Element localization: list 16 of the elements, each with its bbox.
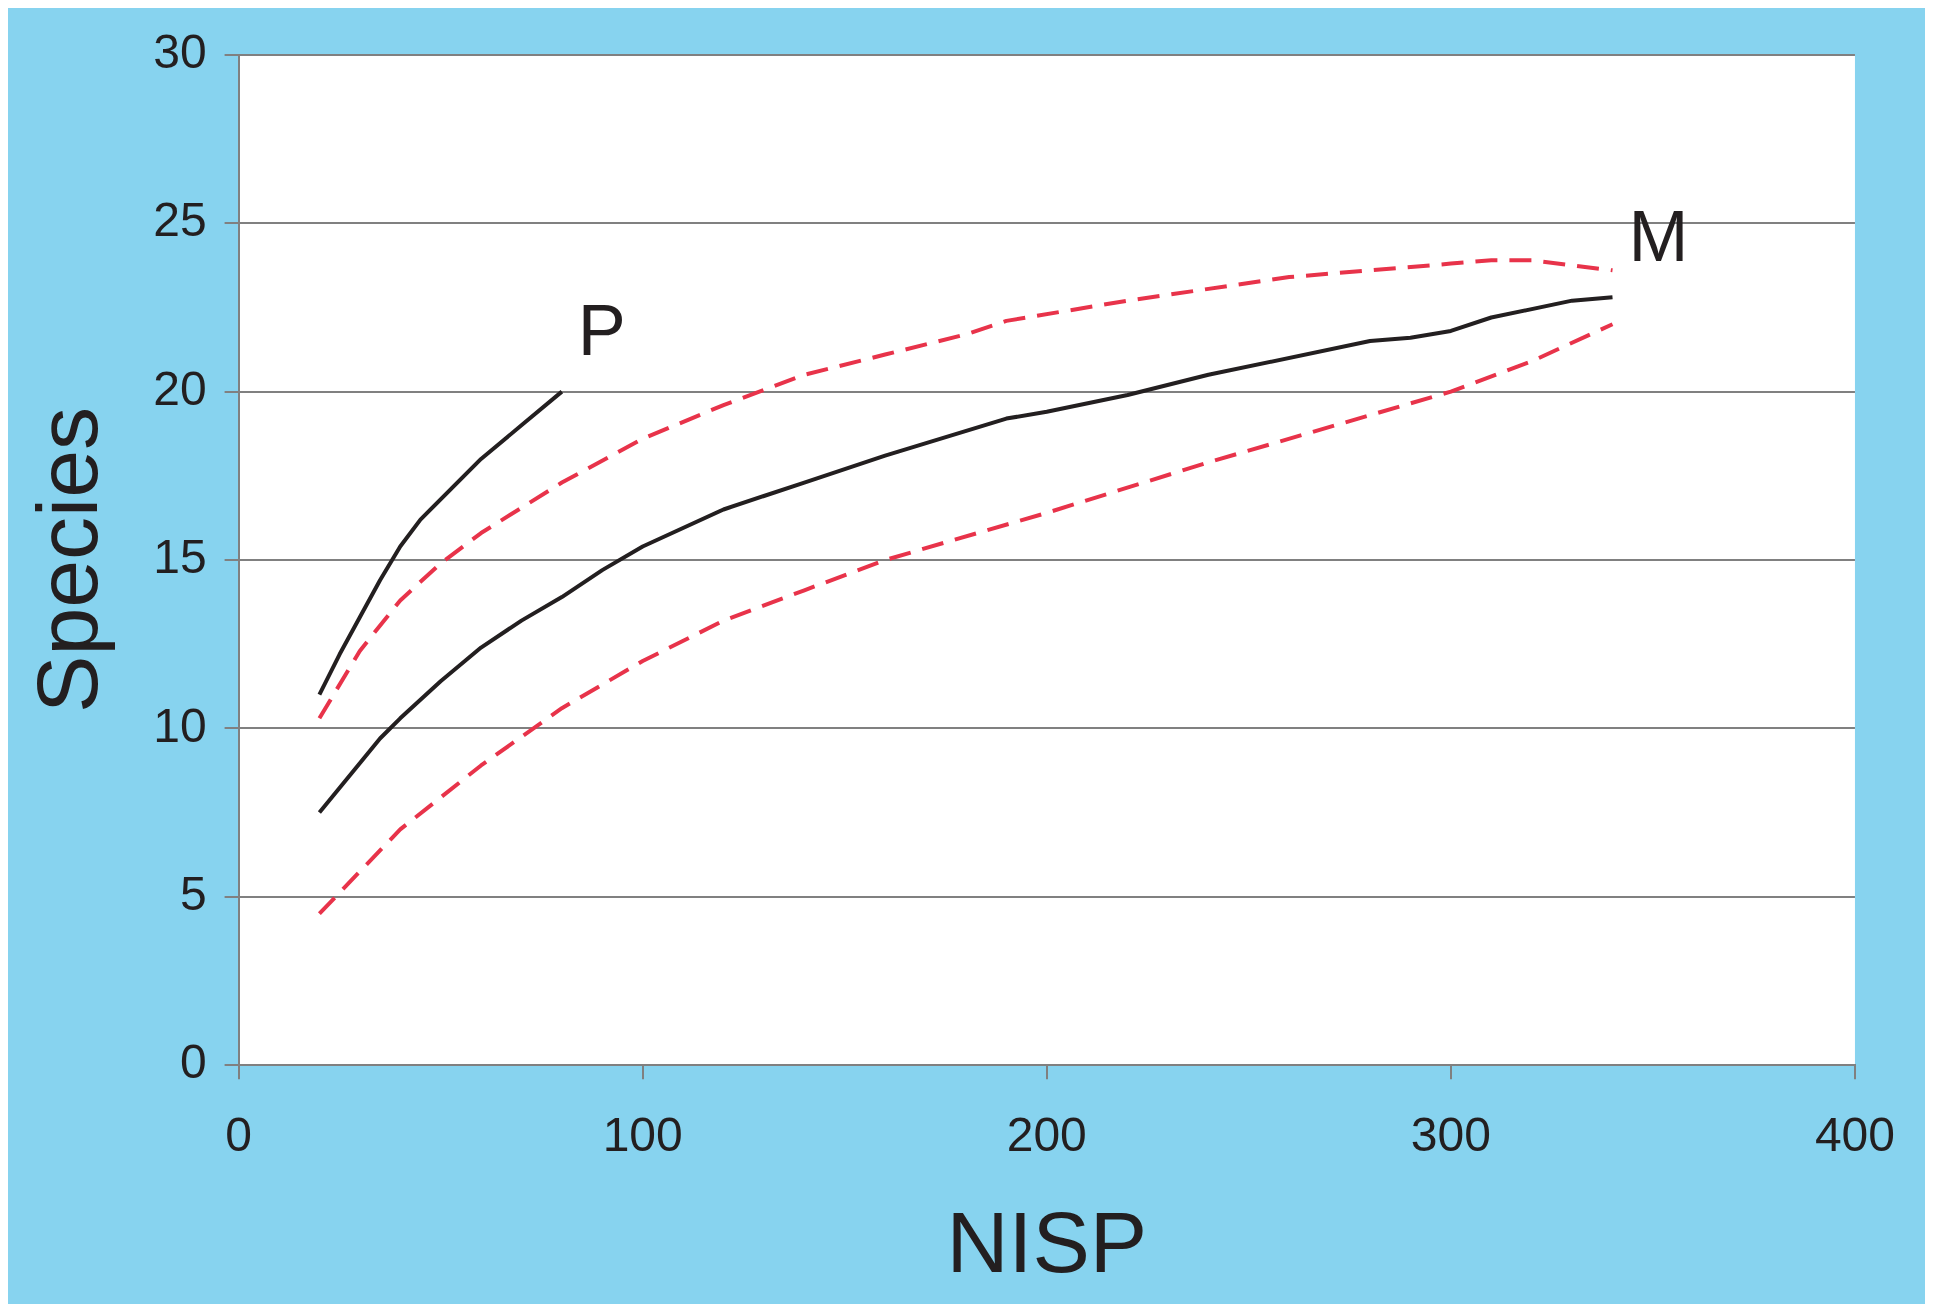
y-tick-label: 0	[179, 1035, 207, 1089]
x-tick-label: 400	[1814, 1108, 1895, 1162]
line-series	[317, 258, 1615, 721]
y-tick-label: 5	[179, 867, 207, 921]
y-tick-label: 30	[153, 25, 207, 79]
y-axis-title: Species	[19, 407, 116, 713]
x-tick-label: 200	[1006, 1108, 1087, 1162]
x-tick-label: 300	[1410, 1108, 1491, 1162]
y-tick-label: 10	[153, 698, 207, 752]
y-tick-label: 15	[153, 530, 207, 584]
series-label: P	[577, 290, 626, 371]
x-tick-label: 100	[602, 1108, 683, 1162]
x-tick-label: 0	[225, 1108, 252, 1162]
y-tick-label: 20	[153, 361, 207, 415]
x-axis-title: NISP	[946, 1194, 1148, 1291]
y-tick-label: 25	[153, 193, 207, 247]
